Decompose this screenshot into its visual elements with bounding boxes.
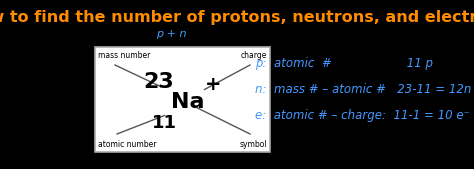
Text: Na: Na <box>171 91 204 112</box>
Text: e:  atomic # – charge:  11-1 = 10 e⁻: e: atomic # – charge: 11-1 = 10 e⁻ <box>255 109 470 122</box>
Text: +: + <box>204 75 221 93</box>
Text: p:  atomic  #                    11 p: p: atomic # 11 p <box>255 57 433 70</box>
Text: p + n: p + n <box>156 29 187 39</box>
Text: symbol: symbol <box>239 140 267 149</box>
Text: p: p <box>103 166 112 169</box>
Text: mass number: mass number <box>98 51 150 60</box>
Text: 23: 23 <box>144 71 174 91</box>
Text: atomic number: atomic number <box>98 140 156 149</box>
Bar <box>95 47 270 152</box>
Text: 11: 11 <box>152 114 176 131</box>
Text: How to find the number of protons, neutrons, and electrons: How to find the number of protons, neutr… <box>0 10 474 25</box>
Text: n:  mass # – atomic #   23-11 = 12n: n: mass # – atomic # 23-11 = 12n <box>255 83 471 96</box>
Text: charge: charge <box>241 51 267 60</box>
